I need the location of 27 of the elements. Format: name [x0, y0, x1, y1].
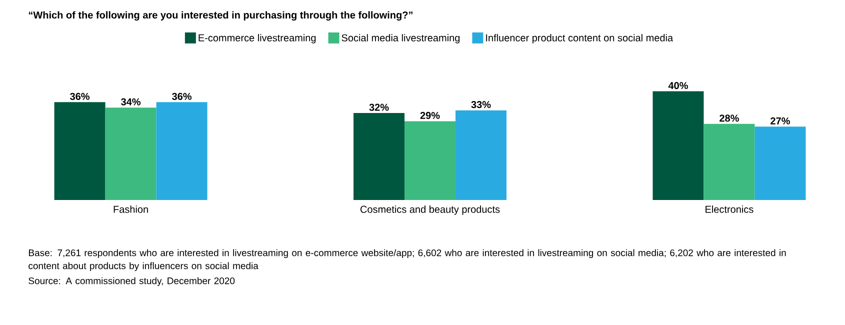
- data-label: 36%: [70, 92, 90, 100]
- bar: [456, 110, 507, 200]
- bar: [404, 121, 456, 200]
- bar: [156, 102, 208, 200]
- legend-label: Influencer product content on social media: [486, 34, 674, 44]
- bar: [754, 126, 806, 200]
- bar: [704, 124, 755, 200]
- data-label: 29%: [420, 112, 440, 119]
- data-label: 40%: [668, 82, 688, 90]
- bar: [54, 102, 106, 200]
- data-label: 34%: [121, 98, 141, 106]
- data-label: 33%: [471, 101, 491, 108]
- chart-title: “Which of the following are you interested in purchasing through the following?”: [28, 11, 412, 21]
- data-label: 32%: [369, 104, 389, 111]
- data-label: 36%: [172, 92, 192, 100]
- source-note: Source: A commissioned study, December 2020: [28, 277, 235, 286]
- legend-label: E-commerce livestreaming: [198, 34, 316, 44]
- x-tick-label: Fashion: [114, 206, 148, 213]
- bar: [105, 108, 156, 200]
- text: Base: 7,261 respondents who are interested in livestreaming on e-commerce website/app; 6,602 who are interested in livestreaming on social media; 6,202 who are interested in content about products by influencers on social media: [28, 249, 786, 272]
- data-label: 27%: [770, 117, 790, 124]
- x-tick-label: Electronics: [706, 206, 754, 213]
- bar: [354, 113, 405, 200]
- bar: [652, 91, 704, 200]
- legend-label: Social media livestreaming: [342, 34, 460, 44]
- x-tick-label: Cosmetics and beauty products: [360, 206, 500, 215]
- data-label: 28%: [720, 114, 739, 122]
